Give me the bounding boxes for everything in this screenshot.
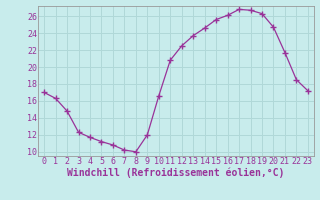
X-axis label: Windchill (Refroidissement éolien,°C): Windchill (Refroidissement éolien,°C) bbox=[67, 168, 285, 178]
